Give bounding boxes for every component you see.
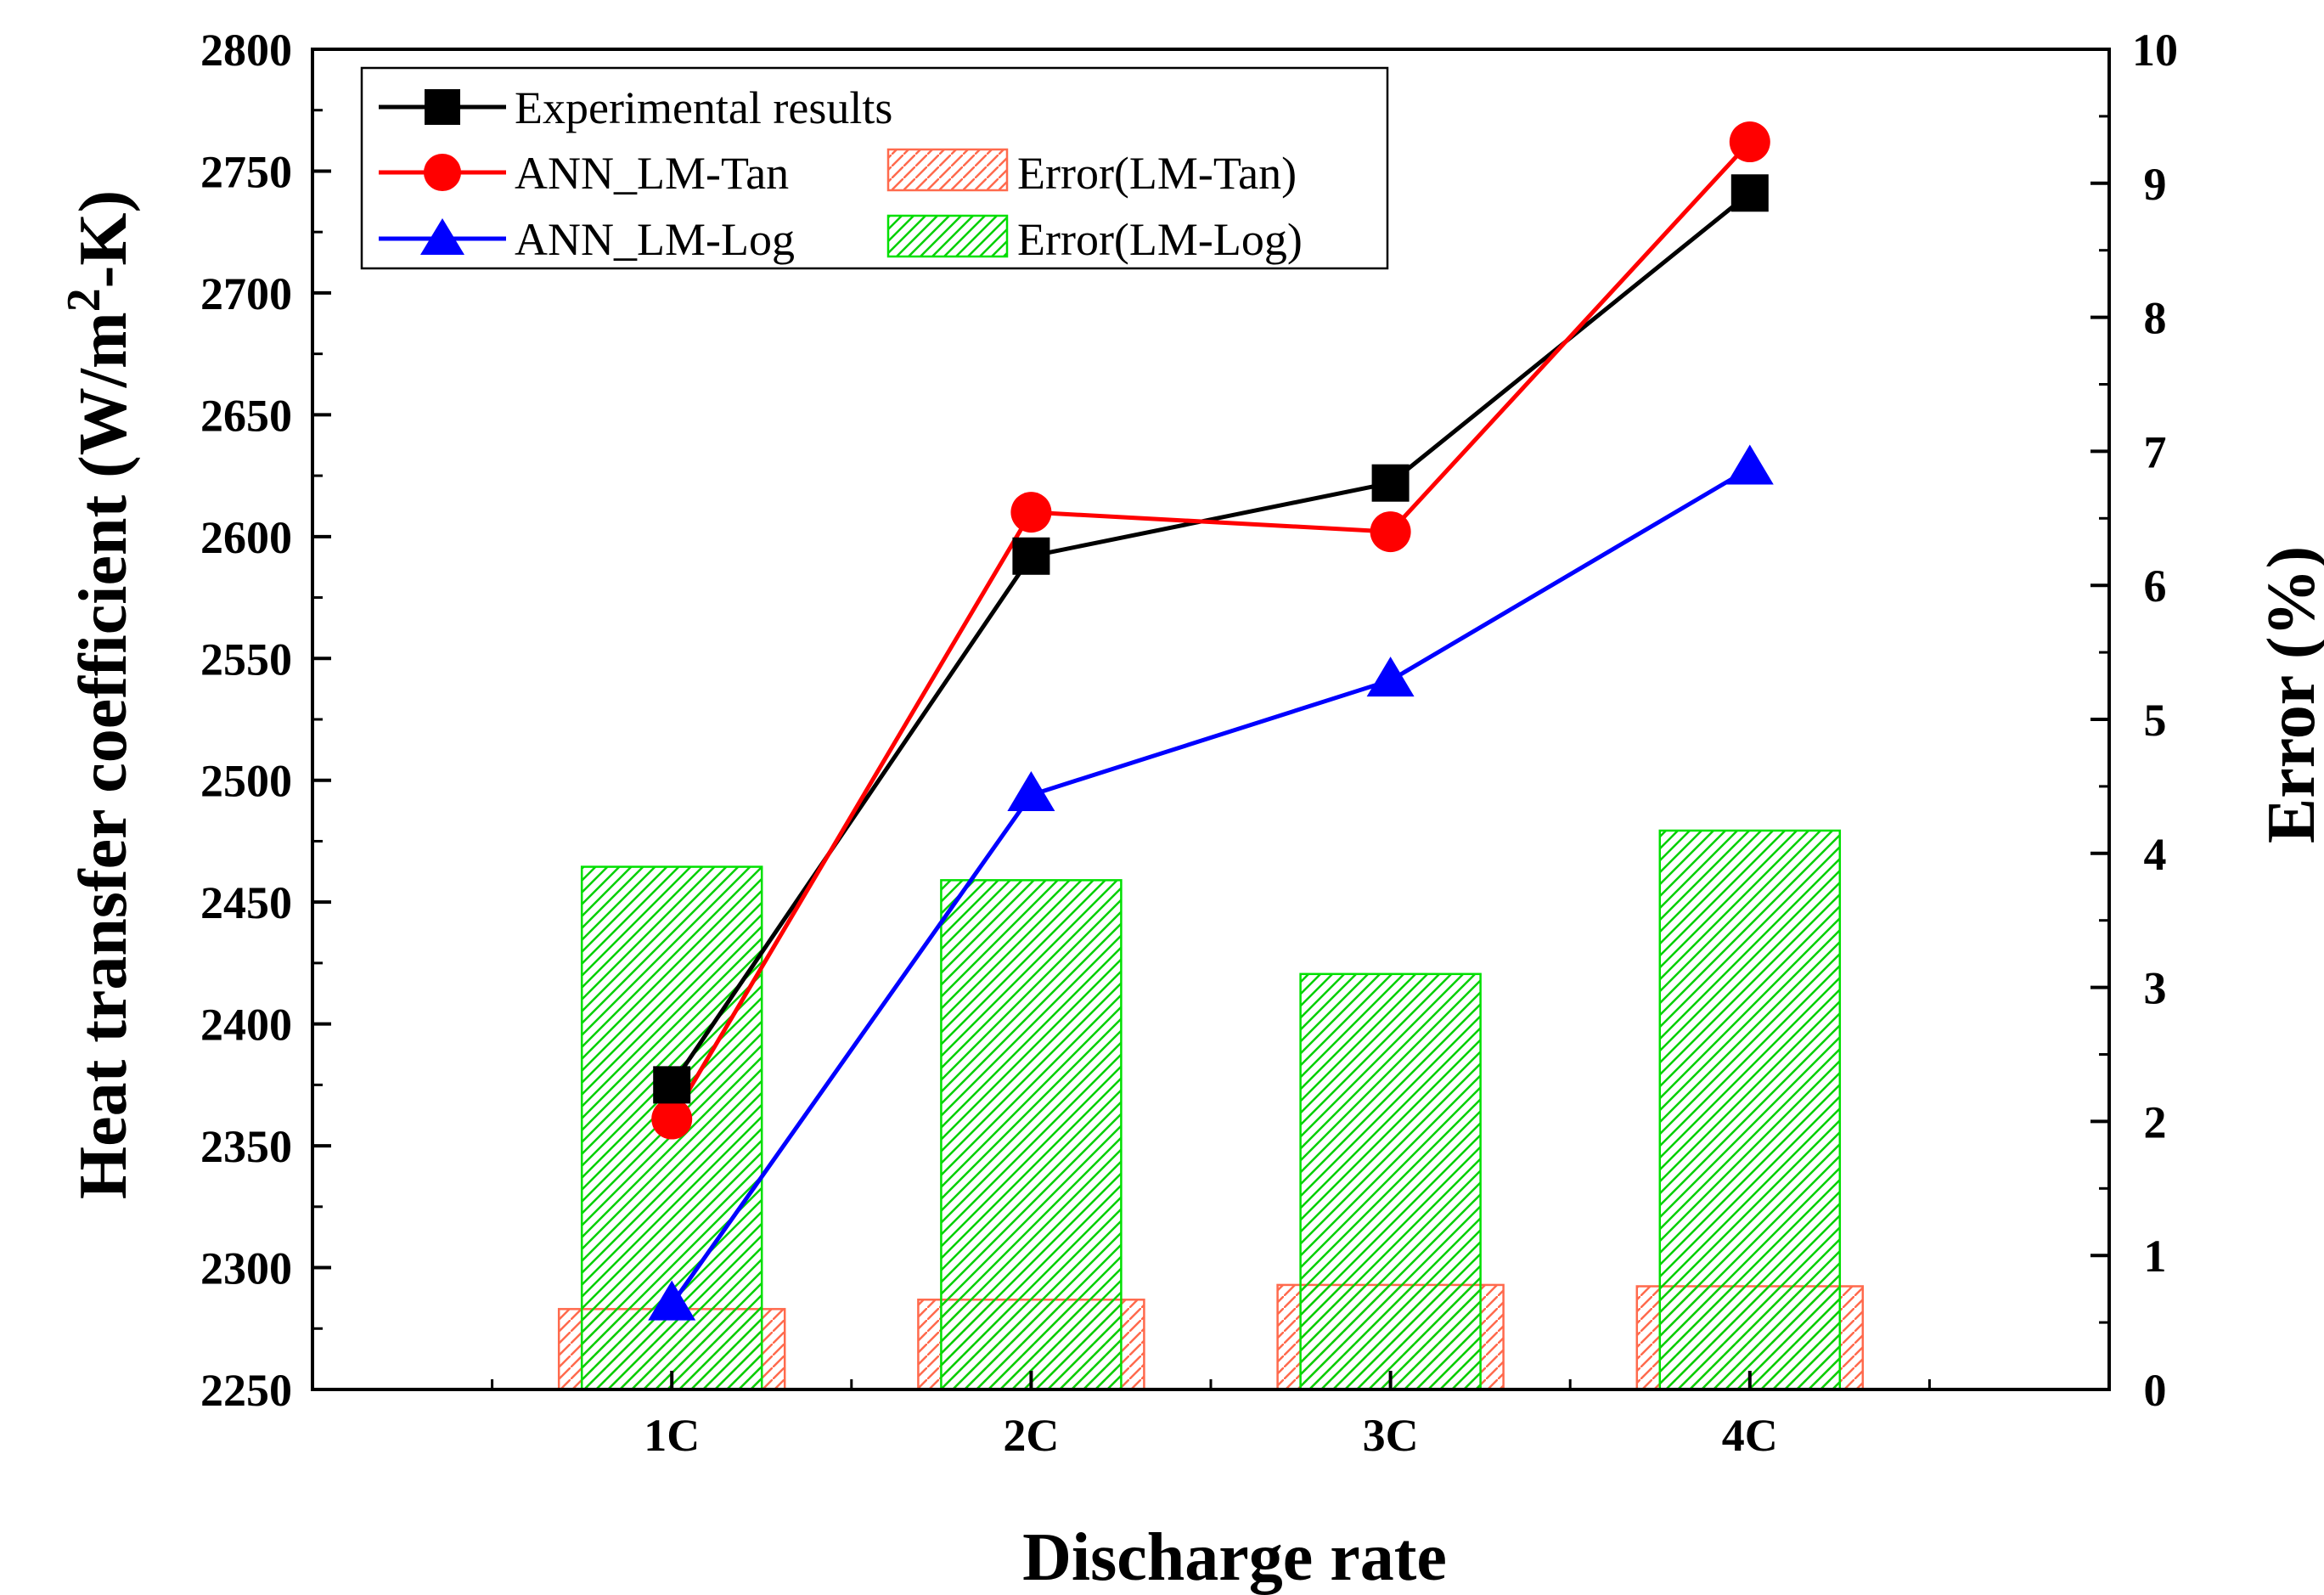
legend-hatch-swatch-red (886, 148, 1009, 192)
x-axis-tick-labels: 1C 2C 3C 4C (644, 1410, 1778, 1461)
x-tick-label: 2C (1003, 1410, 1059, 1461)
series-line (670, 191, 1752, 1086)
experimental-square-point (653, 1066, 691, 1104)
legend-circle-marker (424, 154, 461, 191)
right-axis-title: Error (%) (2254, 546, 2324, 843)
error-lm-log-bars (580, 829, 1842, 1391)
legend-hatch-swatch-green (886, 214, 1009, 258)
ann-lm-log-triangle-point (1007, 770, 1055, 811)
ann-lm-log-triangle-point (1366, 657, 1415, 697)
legend-square-marker (425, 89, 460, 125)
left-tick-label: 2700 (200, 268, 292, 319)
legend-entry-error-lm-log: Error(LM-Log) (886, 214, 1303, 265)
experimental-square-point (1730, 174, 1769, 212)
legend-entry-error-lm-tan: Error(LM-Tan) (886, 148, 1297, 199)
svg-text:Experimental results: Experimental results (515, 82, 892, 133)
svg-text:Error(LM-Log): Error(LM-Log) (1017, 214, 1303, 265)
right-axis-tick-labels: 0 1 2 3 4 5 6 7 8 9 10 (2132, 25, 2178, 1416)
right-tick-label: 3 (2144, 963, 2167, 1014)
legend-entry-ann-lm-log: ANN_LM-Log (379, 214, 795, 265)
left-tick-label: 2500 (200, 756, 292, 807)
right-tick-label: 5 (2144, 695, 2167, 746)
left-tick-label: 2800 (200, 25, 292, 76)
series-lines (670, 140, 1752, 1306)
right-tick-label: 9 (2144, 159, 2167, 210)
right-tick-label: 1 (2144, 1231, 2167, 1282)
axis-ticks (312, 48, 2109, 1391)
right-tick-label: 4 (2144, 829, 2167, 880)
series-markers (648, 121, 1774, 1321)
left-tick-label: 2350 (200, 1121, 292, 1172)
left-tick-label: 2550 (200, 634, 292, 685)
legend: Experimental results ANN_LM-Tan ANN_LM-L… (360, 66, 1389, 270)
ann-lm-tan-circle-point (1729, 121, 1770, 163)
left-tick-label: 2600 (200, 512, 292, 563)
left-tick-label: 2750 (200, 146, 292, 197)
series-line (670, 140, 1752, 1120)
left-axis-tick-labels: 2250 2300 2350 2400 2450 2500 2550 2600 2650 2700… (200, 25, 292, 1416)
ann-lm-tan-circle-point (651, 1098, 693, 1140)
ann-lm-tan-circle-point (1370, 511, 1411, 553)
left-tick-label: 2250 (200, 1365, 292, 1416)
svg-text:ANN_LM-Tan: ANN_LM-Tan (515, 148, 789, 199)
experimental-square-point (1012, 537, 1050, 575)
legend-entry-experimental: Experimental results (379, 82, 892, 133)
x-axis-title: Discharge rate (1022, 1520, 1447, 1595)
left-axis-title: Heat transfer coefficient (W/m2-K) (58, 190, 141, 1199)
x-tick-label: 4C (1722, 1410, 1778, 1461)
right-tick-label: 10 (2132, 25, 2178, 76)
experimental-square-point (1371, 464, 1410, 502)
series-line (670, 466, 1752, 1306)
ann-lm-log-triangle-point (1725, 444, 1774, 485)
left-tick-label: 2650 (200, 390, 292, 441)
x-tick-label: 1C (644, 1410, 700, 1461)
ann-lm-tan-circle-point (1010, 492, 1052, 533)
legend-entry-ann-lm-tan: ANN_LM-Tan (379, 148, 789, 199)
x-tick-label: 3C (1363, 1410, 1419, 1461)
right-tick-label: 8 (2144, 293, 2167, 344)
right-tick-label: 7 (2144, 426, 2167, 477)
error-lm-log-bar (1299, 972, 1482, 1391)
right-tick-label: 6 (2144, 561, 2167, 612)
left-tick-label: 2450 (200, 877, 292, 928)
left-tick-label: 2300 (200, 1243, 292, 1294)
left-tick-label: 2400 (200, 1000, 292, 1051)
error-lm-log-bar (940, 879, 1123, 1391)
svg-text:ANN_LM-Log: ANN_LM-Log (515, 214, 795, 265)
error-lm-log-bar (1658, 829, 1842, 1391)
svg-text:Error(LM-Tan): Error(LM-Tan) (1017, 148, 1297, 199)
right-tick-label: 0 (2144, 1365, 2167, 1416)
legend-box (360, 66, 1389, 270)
ann-lm-log-triangle-point (648, 1280, 696, 1321)
legend-triangle-marker (420, 218, 464, 255)
right-tick-label: 2 (2144, 1096, 2167, 1147)
